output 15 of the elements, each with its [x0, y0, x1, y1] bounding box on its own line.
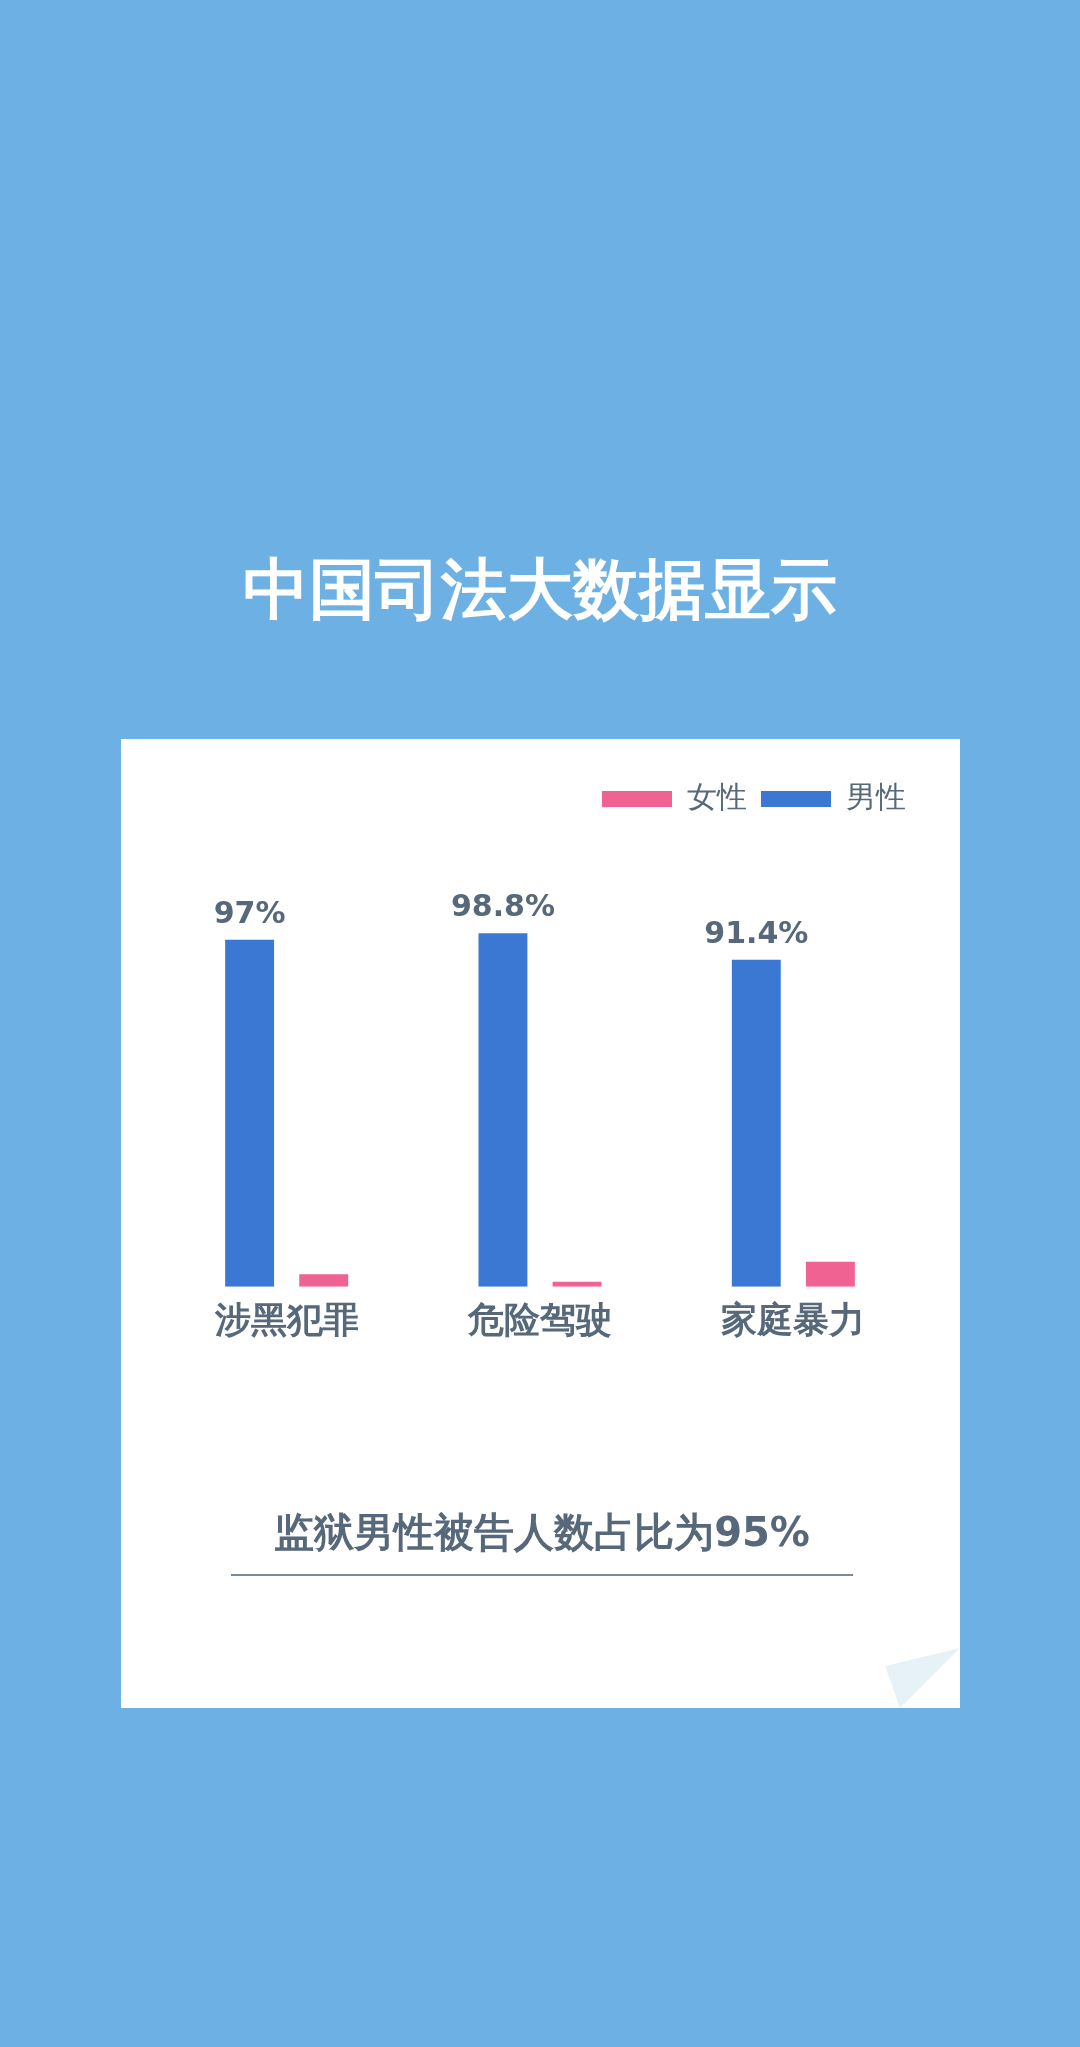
bar — [225, 939, 275, 1287]
x-tick-label: 危险驾驶 — [467, 1298, 612, 1340]
data-label: 98.8% — [450, 888, 555, 924]
bar — [731, 959, 781, 1287]
bar — [805, 1261, 855, 1287]
x-tick-label: 家庭暴力 — [721, 1298, 866, 1340]
data-label: 97% — [213, 894, 286, 930]
chart-title: 中国司法大数据显示 — [242, 550, 838, 630]
legend-label: 女性 — [687, 778, 747, 814]
text: 监狱男性被告人数占比为95% — [231, 1505, 853, 1576]
data-label: 91.4% — [704, 914, 809, 950]
x-tick-label: 涉黑犯罪 — [213, 1298, 359, 1340]
legend-label: 男性 — [846, 778, 906, 814]
bar — [478, 933, 528, 1287]
bar — [299, 1274, 349, 1287]
